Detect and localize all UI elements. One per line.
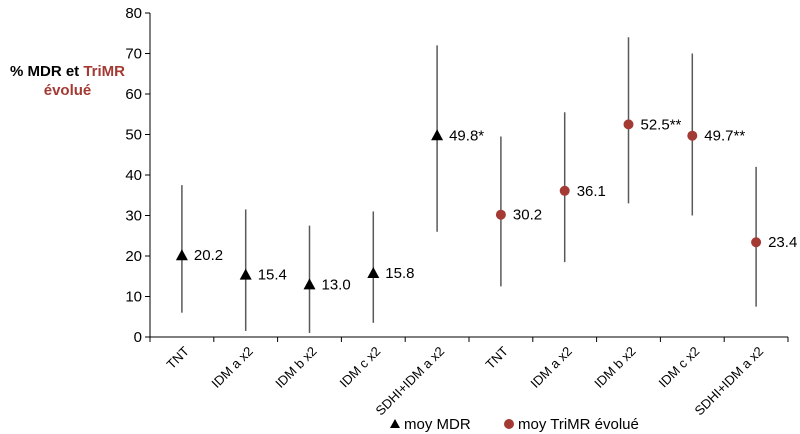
data-label: 15.4 [258,267,287,284]
y-axis-label-part3: évolué [43,82,92,99]
data-label: 13.0 [322,276,351,293]
data-label: 23.4 [768,234,797,251]
y-tick-label: 60 [125,86,142,103]
data-label: 49.8* [449,127,484,144]
y-tick-label: 0 [134,329,142,346]
triangle-marker [431,129,444,141]
x-tick-label: IDM c x2 [656,344,703,391]
data-label: 52.5** [641,116,682,133]
y-tick-label: 30 [125,208,142,225]
legend-label: moy TriMR évolué [518,416,639,433]
legend-circle-marker [504,419,514,429]
circle-marker [559,185,570,196]
y-tick-label: 70 [125,46,142,63]
x-tick-label: IDM b x2 [272,344,319,391]
y-tick-label: 50 [125,127,142,144]
x-tick-label: IDM b x2 [591,344,638,391]
x-tick-label: IDM a x2 [527,344,574,391]
y-axis-label: % MDR et TriMR évolué [10,62,125,100]
triangle-marker [367,267,380,279]
circle-marker [495,209,506,220]
circle-marker [623,119,634,130]
x-tick-label: TNT [483,343,512,372]
x-tick-label: IDM c x2 [337,344,384,391]
triangle-marker [175,249,188,261]
data-label: 20.2 [194,247,223,264]
y-tick-label: 20 [125,248,142,265]
data-label: 15.8 [385,265,414,282]
circle-marker [751,237,762,248]
data-label: 30.2 [513,207,542,224]
y-axis-label-part1: % MDR et [10,63,84,80]
data-label: 36.1 [577,183,606,200]
x-tick-label: SDHI+IDM a x2 [692,344,767,419]
data-label: 49.7** [704,128,745,145]
legend-triangle-marker [390,419,400,428]
y-tick-label: 80 [125,5,142,22]
circle-marker [687,130,698,141]
x-tick-label: TNT [164,343,193,372]
y-tick-label: 10 [125,289,142,306]
triangle-marker [303,278,316,290]
y-axis-label-part2: TriMR [83,63,126,80]
y-tick-label: 40 [125,167,142,184]
x-tick-label: SDHI+IDM a x2 [373,344,448,419]
legend-label: moy MDR [404,416,471,433]
triangle-marker [239,268,252,280]
x-tick-label: IDM a x2 [208,344,255,391]
